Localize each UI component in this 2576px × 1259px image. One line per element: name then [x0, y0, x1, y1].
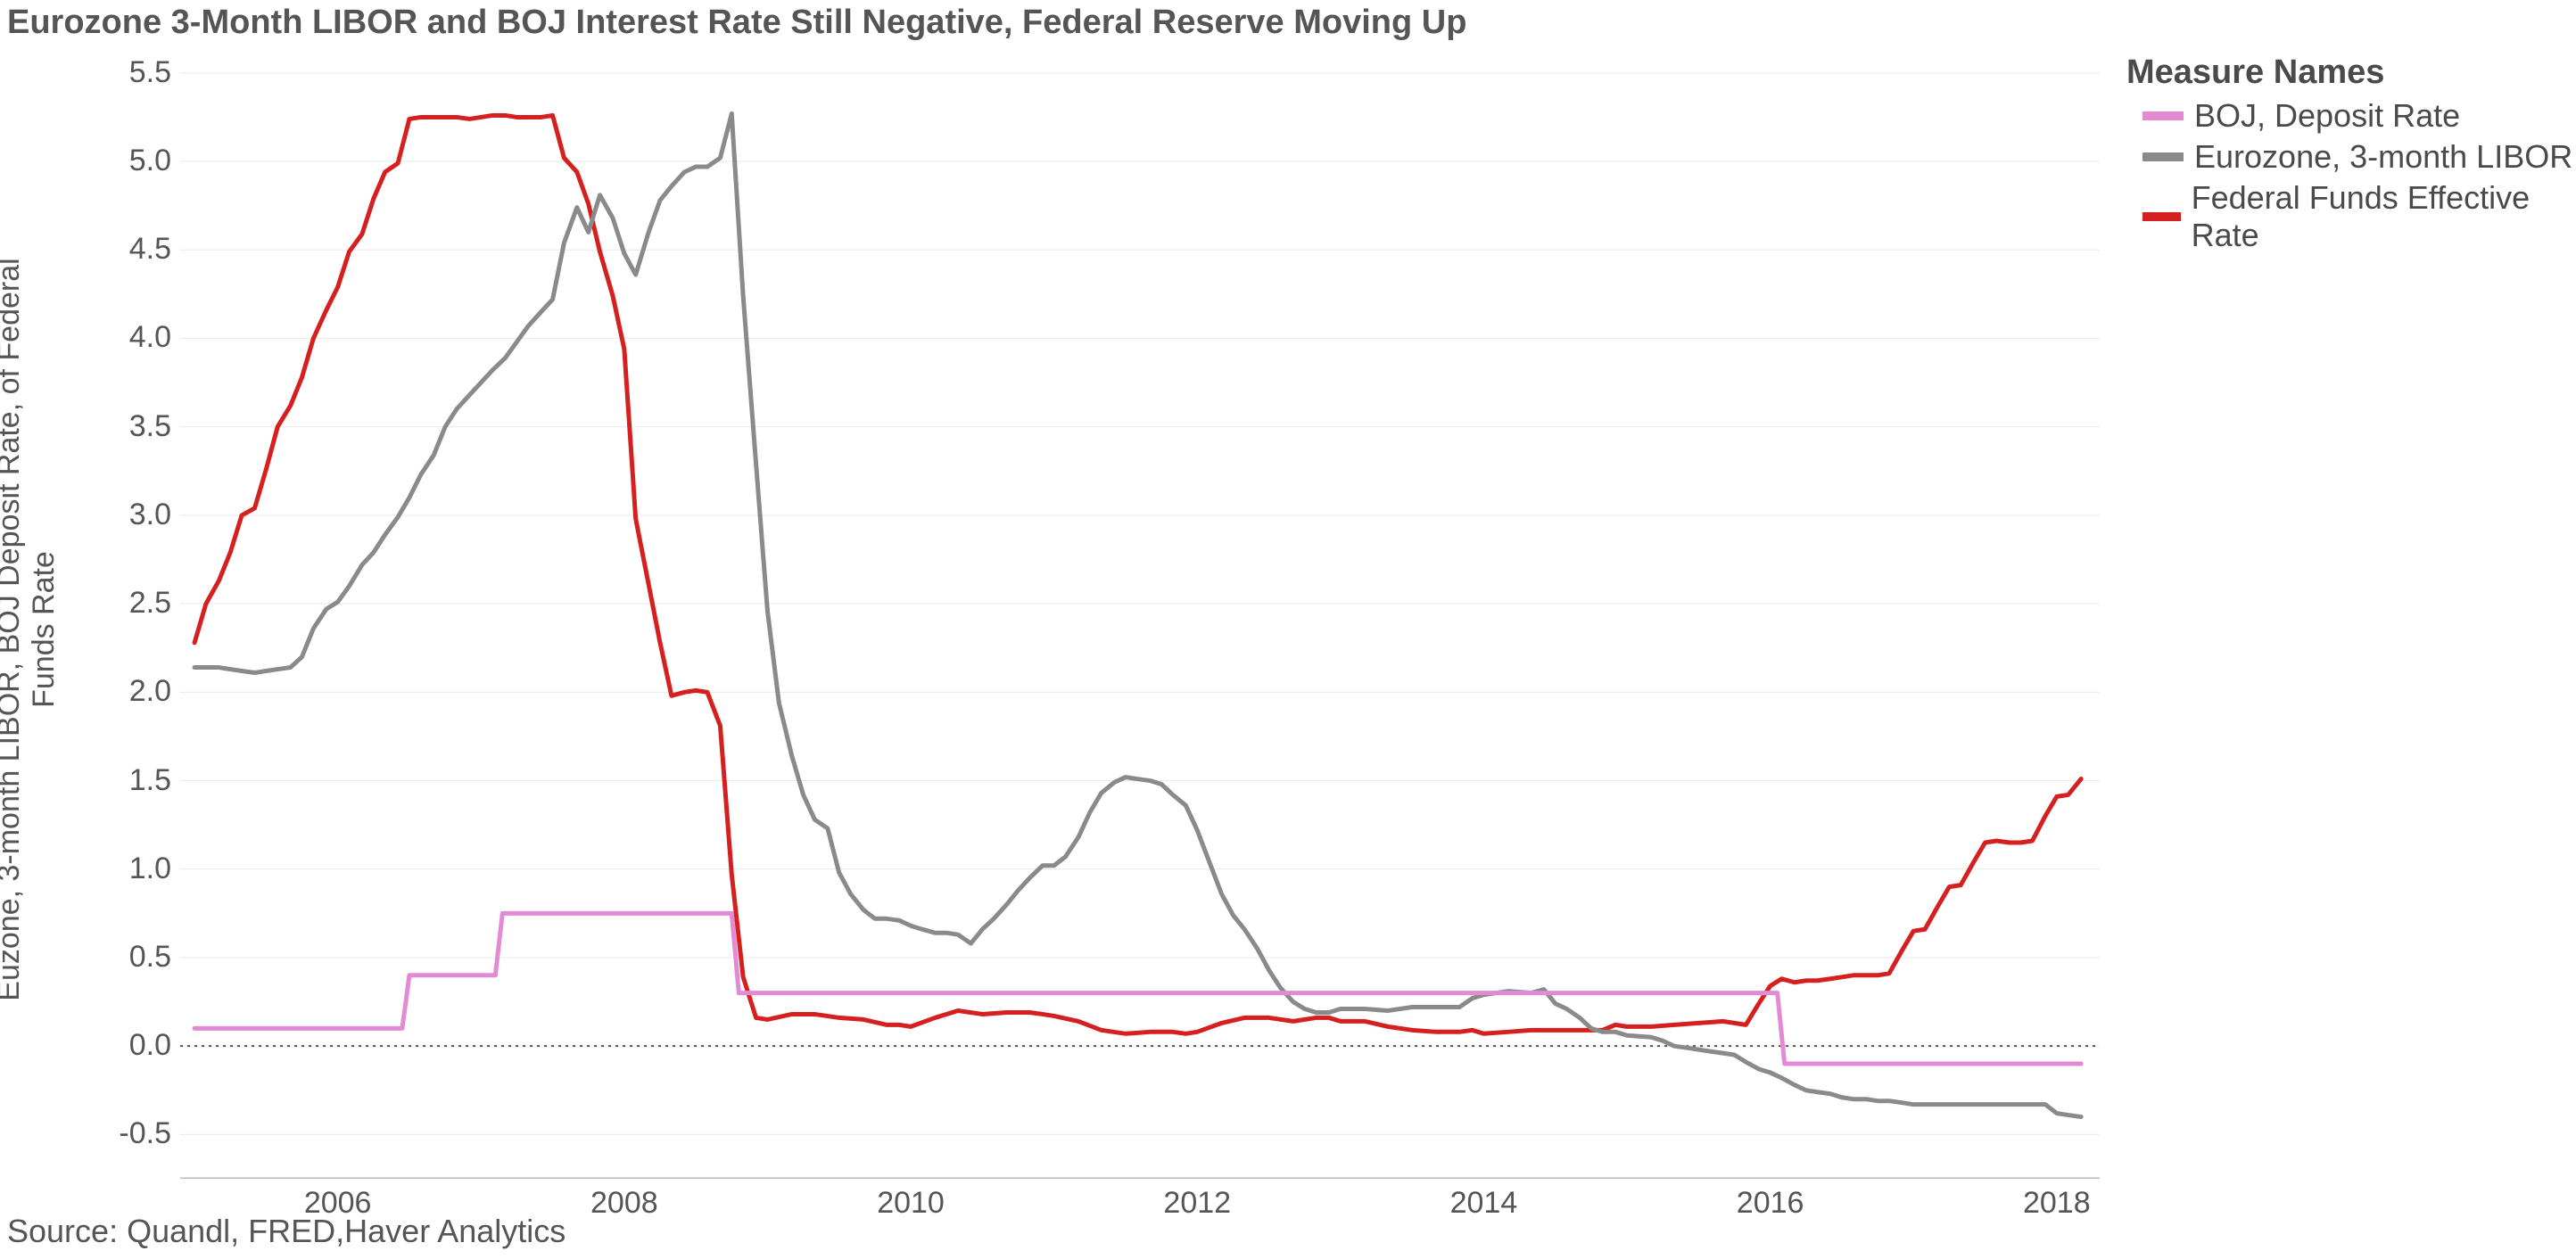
legend-item-eurozone: Eurozone, 3-month LIBOR: [2143, 138, 2576, 176]
y-tick-label: 4.0: [91, 320, 171, 355]
legend-swatch-boj: [2143, 111, 2184, 120]
legend-label-boj: BOJ, Deposit Rate: [2194, 97, 2460, 135]
legend-swatch-fed: [2143, 212, 2181, 221]
y-tick-label: 3.0: [91, 498, 171, 532]
legend-label-fed: Federal Funds Effective Rate: [2192, 179, 2576, 254]
x-tick-label: 2014: [1430, 1186, 1537, 1221]
legend: Measure Names BOJ, Deposit Rate Eurozone…: [2126, 53, 2576, 258]
x-tick-label: 2016: [1717, 1186, 1824, 1221]
legend-swatch-eurozone: [2143, 152, 2184, 161]
y-tick-label: 3.5: [91, 409, 171, 444]
y-tick-label: 1.0: [91, 852, 171, 886]
chart-plot-area: [180, 55, 2100, 1179]
x-tick-label: 2006: [285, 1186, 392, 1221]
x-tick-label: 2008: [571, 1186, 678, 1221]
y-tick-label: 5.5: [91, 55, 171, 90]
y-tick-label: 2.0: [91, 674, 171, 709]
legend-item-fed: Federal Funds Effective Rate: [2143, 179, 2576, 254]
legend-title: Measure Names: [2126, 53, 2576, 92]
chart-title: Eurozone 3-Month LIBOR and BOJ Interest …: [7, 4, 1466, 42]
y-tick-label: 1.5: [91, 763, 171, 798]
y-tick-label: 0.0: [91, 1028, 171, 1063]
x-tick-label: 2012: [1144, 1186, 1251, 1221]
legend-label-eurozone: Eurozone, 3-month LIBOR: [2194, 138, 2572, 176]
y-tick-label: 2.5: [91, 586, 171, 621]
y-tick-label: 4.5: [91, 232, 171, 267]
y-tick-label: 0.5: [91, 940, 171, 975]
y-tick-label: 5.0: [91, 144, 171, 178]
y-axis-label: Euzone, 3-month LIBOR, BOJ Deposit Rate,…: [0, 95, 62, 1164]
x-tick-label: 2018: [2003, 1186, 2110, 1221]
y-tick-label: -0.5: [91, 1116, 171, 1151]
x-tick-label: 2010: [857, 1186, 964, 1221]
legend-item-boj: BOJ, Deposit Rate: [2143, 97, 2576, 135]
